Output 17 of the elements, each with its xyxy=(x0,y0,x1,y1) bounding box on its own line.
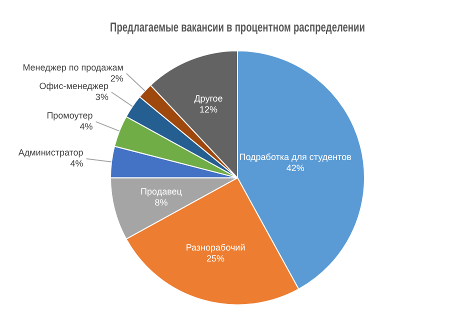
data-label: 8% xyxy=(154,197,168,208)
data-label: 42% xyxy=(286,162,304,173)
slice-label: Продавец xyxy=(140,186,182,196)
data-label: 4% xyxy=(70,158,84,169)
slice-label: Разнорабочий xyxy=(186,242,246,252)
data-label: 12% xyxy=(200,104,218,115)
slice-label: Менеджер по продажам xyxy=(22,62,124,72)
slice-label: Офис-менеджер xyxy=(39,81,108,92)
data-label: 4% xyxy=(80,122,93,132)
slice-label: Промоутер xyxy=(46,110,93,121)
chart-title: Предлагаемые вакансии в процентном распределении xyxy=(110,21,366,35)
data-label: 25% xyxy=(206,253,225,264)
slice-label: Администратор xyxy=(18,148,84,158)
slice-label: Другое xyxy=(194,94,223,104)
slice-label: Подработка для студентов xyxy=(239,152,352,162)
data-label: 2% xyxy=(110,73,124,84)
data-label: 3% xyxy=(95,92,108,102)
